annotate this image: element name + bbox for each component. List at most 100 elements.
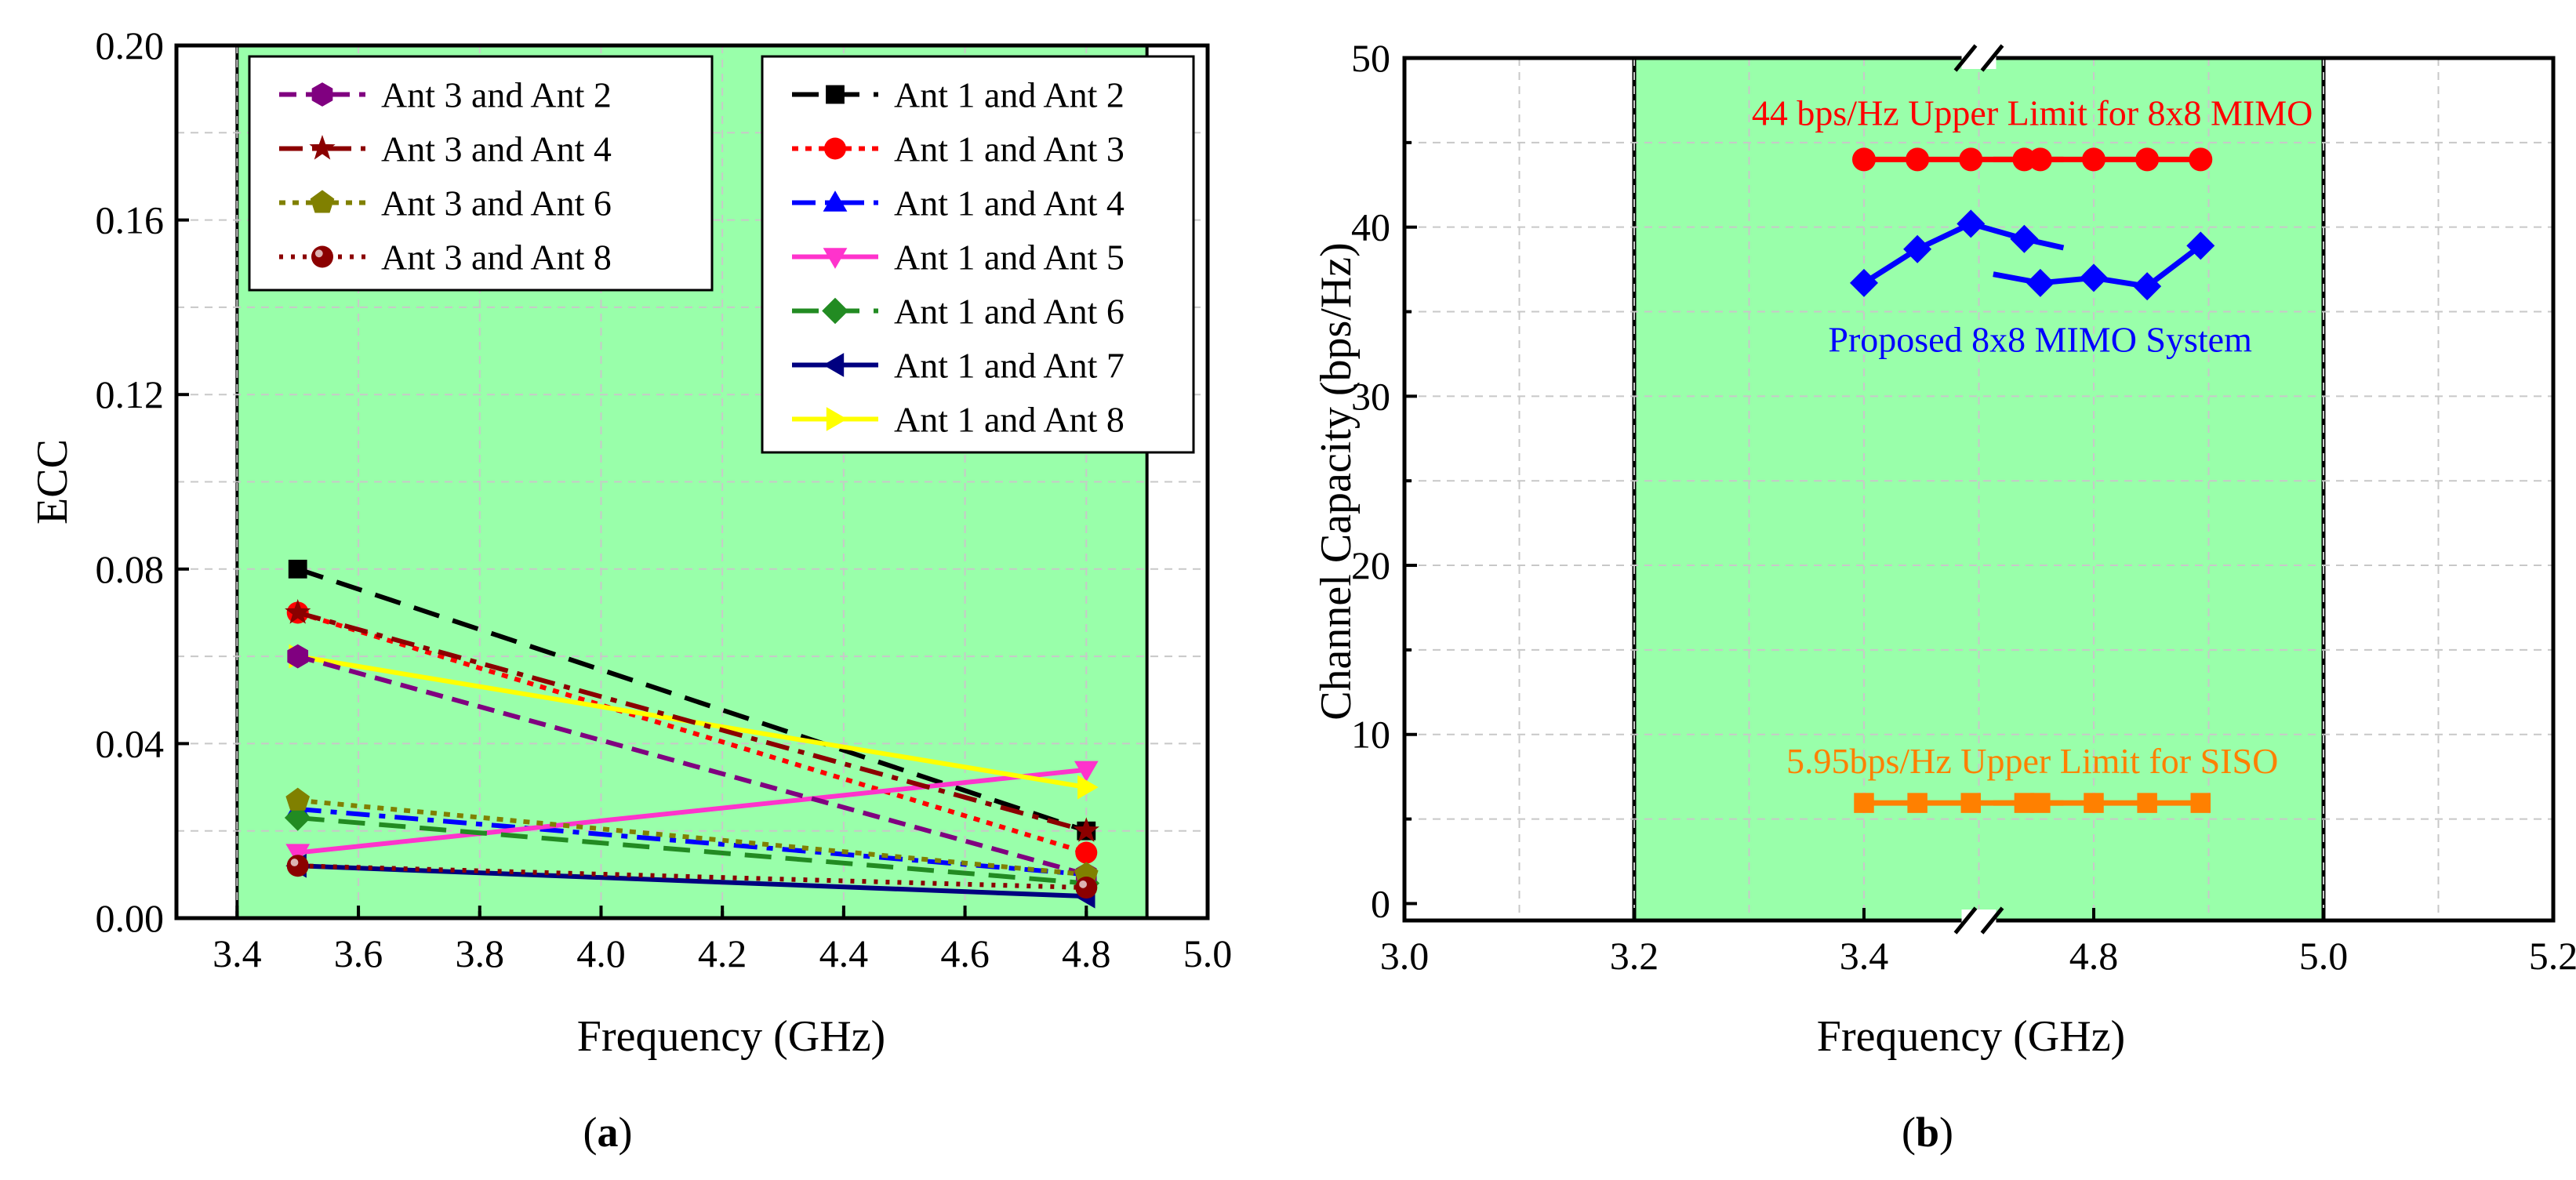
ecc-legend-label: Ant 1 and Ant 7 [894,346,1125,386]
capacity-data-point [1959,147,1983,172]
capacity-data-point [2026,268,2055,297]
capacity-series-5-95bps-hz-upper-limit-for-siso [1854,793,2211,813]
ecc-series-group [284,559,1100,909]
ecc-legend-label: Ant 3 and Ant 4 [381,129,612,169]
capacity-chart-panel: 3.0 3.2 3.4 4.8 5.0 5.2 0 10 20 30 40 50 44 bps/Hz … [1312,36,2576,1156]
ecc-legend-swatch-marker [311,82,333,107]
axis-break-slash [1980,44,2004,72]
capacity-data-point [2137,793,2157,813]
ecc-x-tick-label: 4.0 [576,931,626,975]
capacity-data-point [1957,209,1986,238]
capacity-x-tick-label: 5.2 [2529,934,2576,978]
capacity-data-point [2084,793,2104,813]
capacity-data-point [2135,147,2160,172]
capacity-data-point [1907,793,1927,813]
ecc-x-axis-label: Frequency (GHz) [577,1012,885,1061]
ecc-legend-swatch-marker [824,137,846,160]
ecc-legend-item: Ant 1 and Ant 8 [792,400,1125,440]
ecc-x-tick-label: 4.2 [698,931,747,975]
capacity-x-tick-label: 5.0 [2299,934,2349,978]
ecc-series-ant-3-and-ant-4 [285,598,1099,842]
ecc-x-tick-label: 4.4 [819,931,869,975]
ecc-legend-swatch-marker [310,190,335,213]
capacity-caption-letter: b [1916,1109,1939,1156]
ecc-data-point [285,844,311,865]
capacity-y-tick-label: 10 [1351,713,1390,757]
ecc-y-tick-label: 0.20 [96,24,165,67]
ecc-series-ant-3-and-ant-8 [286,855,1098,899]
ecc-legend-swatch-marker [822,297,848,325]
ecc-legend-item: Ant 1 and Ant 2 [792,75,1125,115]
ecc-chart-panel: 3.4 3.6 3.8 4.0 4.2 4.4 4.6 4.8 5.0 0.00 0.04 0.08 0… [28,24,1232,1156]
ecc-x-tick-label: 5.0 [1183,931,1233,975]
ecc-caption: (a) [583,1109,633,1156]
capacity-series-proposed-8x8-mimo-system [1850,209,2215,301]
capacity-data-point [1903,234,1932,263]
ecc-series-line [297,806,1087,877]
ecc-x-tick-label: 3.4 [213,931,262,975]
ecc-y-tick-label: 0.00 [96,896,165,940]
capacity-data-point [2028,147,2052,172]
capacity-x-axis-label: Frequency (GHz) [1817,1012,2125,1061]
ecc-series-line [297,863,1087,891]
ecc-legend-item: Ant 1 and Ant 3 [792,129,1125,169]
ecc-legend-label: Ant 1 and Ant 6 [894,292,1125,332]
axis-break-slash [1980,906,2004,935]
ecc-legend-label: Ant 1 and Ant 4 [894,183,1125,223]
ecc-legend-label: Ant 1 and Ant 8 [894,400,1125,440]
capacity-series-group [1850,147,2215,813]
ecc-legend-left: Ant 3 and Ant 2 Ant 3 and Ant 4 Ant 3 and … [248,55,714,292]
ecc-legend-item: Ant 3 and Ant 4 [279,129,612,169]
ecc-legend-item: Ant 1 and Ant 7 [792,346,1125,386]
ecc-legend-item: Ant 1 and Ant 6 [792,292,1125,332]
ecc-x-tick-label: 3.8 [456,931,505,975]
ecc-legend-swatch-marker [823,191,848,212]
capacity-y-tick-label: 40 [1351,205,1390,249]
siso-limit-annotation: 5.95bps/Hz Upper Limit for SISO [1786,741,2278,781]
ecc-legend-swatch-marker [826,407,848,431]
capacity-data-point [2189,147,2213,172]
ecc-data-point [1075,841,1098,864]
capacity-data-point [2186,231,2215,260]
ecc-legend-item: Ant 1 and Ant 5 [792,238,1125,278]
ecc-y-tick-label: 0.08 [96,547,165,591]
capacity-y-axis-label: Channel Capacity (bps/Hz) [1312,242,1361,721]
ecc-data-point [1074,761,1099,782]
mimo-limit-annotation: 44 bps/Hz Upper Limit for 8x8 MIMO [1752,93,2313,133]
ecc-caption-letter: a [598,1109,619,1156]
ecc-legend-right: Ant 1 and Ant 2 Ant 1 and Ant 3 Ant 1 and … [761,55,1195,454]
ecc-legend-swatch-marker [311,245,333,268]
capacity-y-tick-label: 30 [1351,374,1390,418]
ecc-series-line [296,610,1088,855]
capacity-data-point [2082,147,2105,172]
ecc-data-point [285,787,311,811]
ecc-legend-item: Ant 1 and Ant 4 [792,183,1125,223]
capacity-data-point [1852,147,1876,172]
capacity-data-point [2030,793,2051,813]
ecc-legend-label: Ant 3 and Ant 8 [381,238,612,278]
ecc-y-tick-label: 0.16 [96,198,165,242]
ecc-legend-label: Ant 1 and Ant 3 [894,129,1125,169]
ecc-data-point [1073,817,1099,842]
ecc-y-axis-label: ECC [28,439,77,525]
capacity-data-point [1960,793,1982,813]
proposed-system-annotation: Proposed 8x8 MIMO System [1828,320,2252,360]
ecc-data-point [284,804,311,831]
ecc-data-point [1077,775,1099,800]
ecc-legend-swatch-marker [823,353,845,377]
ecc-data-point [1075,877,1098,899]
capacity-x-tick-label: 4.8 [2069,934,2119,978]
ecc-data-point [288,559,307,579]
ecc-legend-item: Ant 3 and Ant 6 [279,183,612,223]
ecc-series-line [297,815,1087,886]
axis-break-marks [1953,44,2004,935]
ecc-legend-label: Ant 3 and Ant 2 [381,75,612,115]
capacity-y-tick-label: 20 [1351,543,1390,587]
capacity-data-point [1850,268,1878,297]
ecc-data-point [287,644,309,669]
ecc-y-tick-label: 0.04 [96,721,165,765]
ecc-x-tick-label: 4.6 [940,931,990,975]
ecc-legend-swatch-marker [309,135,336,160]
ecc-plot-frame [174,43,1210,920]
capacity-series-44-bps-hz-upper-limit-for-8x8-mimo [1852,147,2213,172]
